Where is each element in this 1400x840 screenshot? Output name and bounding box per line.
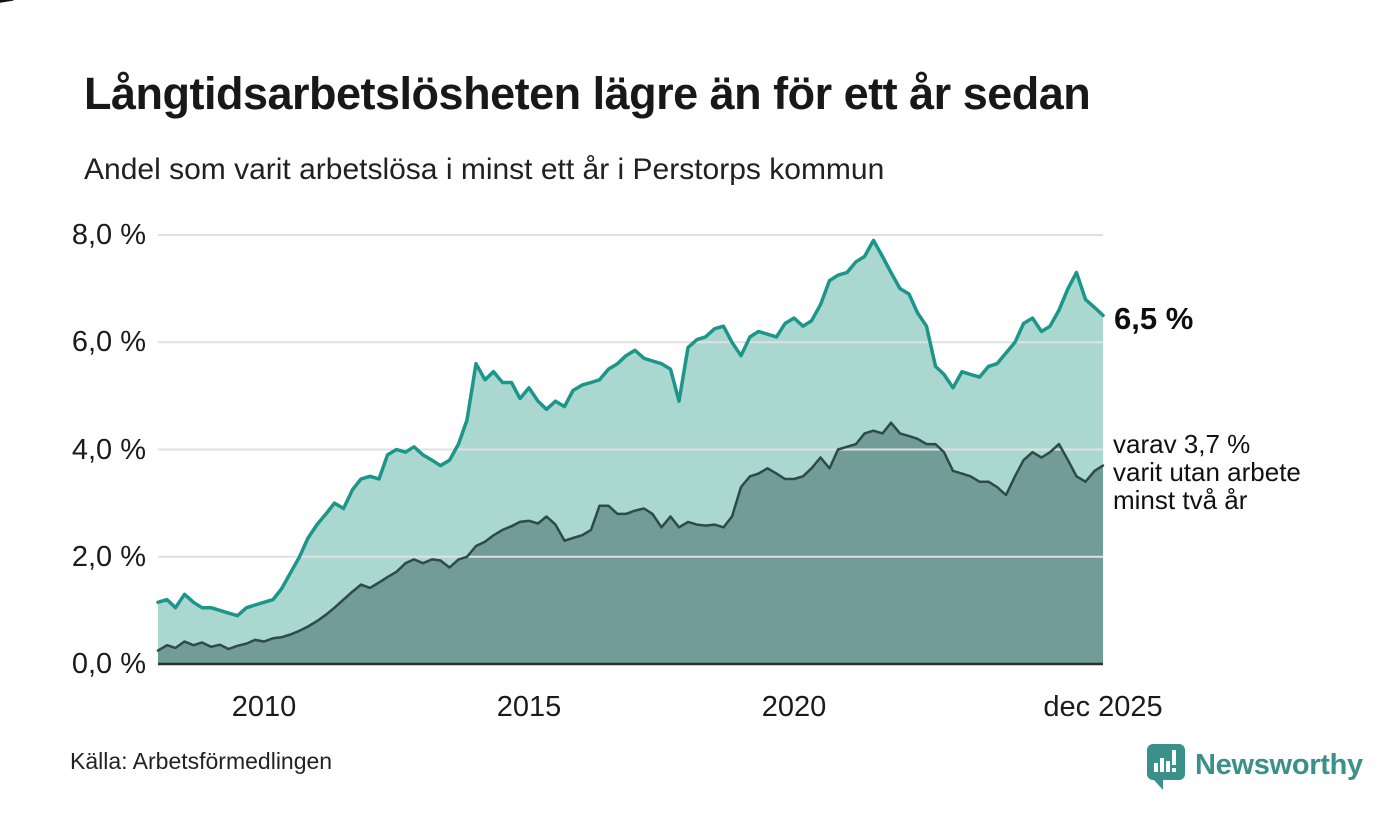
bar-chart-glyph [1154,750,1176,772]
area-two-years [158,422,1103,664]
line-two-years [156,421,1105,652]
source-credit: Källa: Arbetsförmedlingen [70,748,333,774]
page-title: Långtidsarbetslösheten lägre än för ett … [84,68,1091,119]
x-axis: 2010 2015 2020 dec 2025 [0,691,1400,731]
series-end-label-two-years: varav 3,7 % varit utan arbete minst två … [1113,430,1301,514]
end-label-two-line3: minst två år [1113,485,1248,515]
y-tick-label: 2,0 % [71,540,146,573]
y-tick-label: 0,0 % [71,648,146,680]
newsworthy-logo-text: Newsworthy [1195,748,1363,781]
page-subtitle: Andel som varit arbetslösa i minst ett å… [84,153,885,186]
series-end-label-total: 6,5 % [1114,301,1194,336]
y-tick-label: 6,0 % [71,326,146,359]
x-tick-label: 2015 [496,691,562,723]
x-tick-label: 2010 [231,691,297,723]
line-total [156,238,1105,618]
end-label-two-line1: varav 3,7 % [1113,429,1251,459]
end-label-two-line2: varit utan arbete [1113,457,1301,487]
y-tick-label: 8,0 % [71,219,146,251]
newsworthy-logo: Newsworthy [1146,740,1363,790]
newsworthy-bubble-icon [1147,744,1185,790]
x-tick-label: dec 2025 [1043,691,1163,723]
y-tick-label: 4,0 % [71,433,146,466]
x-tick-label: 2020 [761,691,827,723]
